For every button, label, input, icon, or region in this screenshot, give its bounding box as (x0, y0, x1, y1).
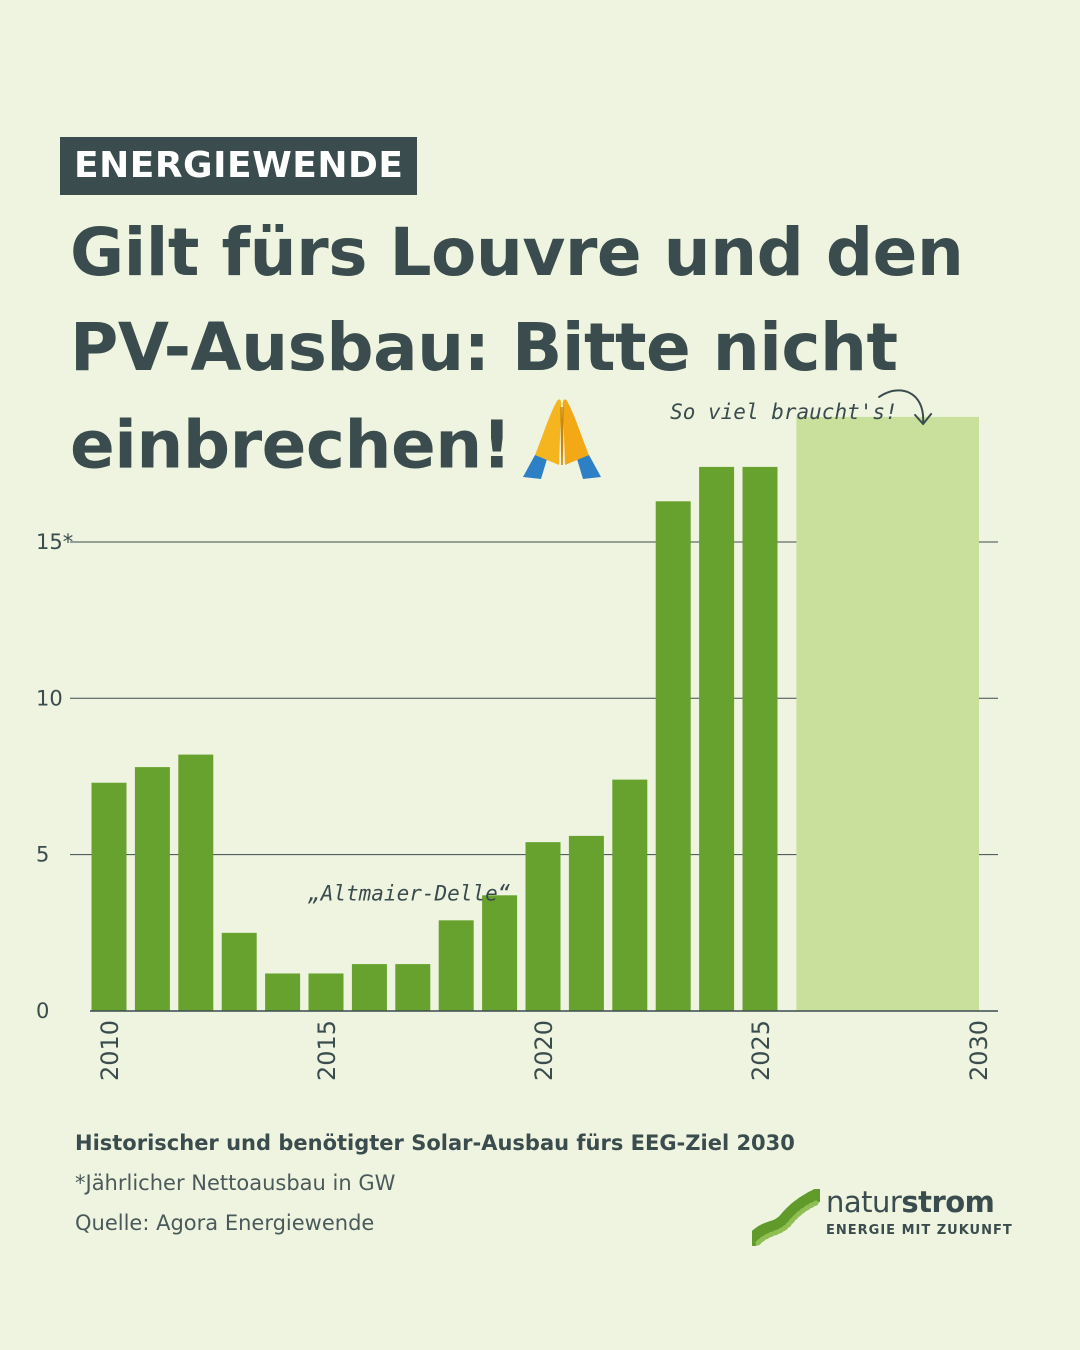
headline-line-1: Gilt fürs Louvre und den (70, 214, 964, 291)
category-tag: ENERGIEWENDE (60, 137, 418, 195)
x-tick-label-2020: 2020 (530, 1020, 558, 1081)
folded-hands-icon (519, 395, 605, 504)
y-tick-label-0: 0 (36, 999, 49, 1023)
bar-target-2030 (796, 416, 979, 1011)
y-tick-label-10: 10 (36, 686, 63, 710)
curved-arrow-icon (878, 389, 933, 426)
bar-2015 (308, 973, 344, 1011)
x-tick-label-2025: 2025 (747, 1020, 775, 1081)
chart-caption-note: *Jährlicher Nettoausbau in GW (75, 1171, 396, 1195)
bar-2012 (178, 754, 214, 1011)
bar-2011 (134, 767, 170, 1011)
y-tick-label-5: 5 (36, 843, 49, 867)
x-tick-label-2010: 2010 (96, 1020, 124, 1081)
wave-logo-icon (752, 1189, 820, 1246)
x-tick-label-2030: 2030 (965, 1020, 993, 1081)
bar-2022 (612, 779, 648, 1011)
bar-chart: 0 5 10 15* 2010 2015 2020 2025 2030 „Altmaier-D… (36, 389, 998, 1081)
headline: Gilt fürs Louvre und den PV-Ausbau: Bitt… (70, 205, 970, 504)
bar-2010 (91, 782, 127, 1011)
bar-2014 (265, 973, 301, 1011)
headline-line-3-text: einbrechen! (70, 406, 512, 484)
annotations: „Altmaier-Delle“ So viel braucht's! (307, 389, 933, 905)
naturstrom-logo: naturstrom Energie mit Zukunft (752, 1185, 1014, 1247)
x-tick-label-2015: 2015 (313, 1020, 341, 1081)
bar-2016 (351, 964, 387, 1011)
logo-word-strom: strom (901, 1185, 995, 1219)
y-tick-label-15: 15* (36, 530, 73, 554)
bar-2017 (395, 964, 431, 1011)
bar-2021 (568, 835, 604, 1011)
bar-2019 (482, 895, 518, 1011)
y-axis-ticks: 0 5 10 15* (36, 530, 73, 1023)
logo-wordmark: naturstrom (826, 1185, 995, 1219)
bar-2013 (221, 932, 257, 1011)
bar-2023 (655, 501, 691, 1011)
bar-2025 (742, 466, 778, 1011)
annotation-so-viel-brauchts: So viel braucht's! (670, 400, 898, 424)
bar-2018 (438, 920, 474, 1011)
chart-caption-source: Quelle: Agora Energiewende (75, 1211, 375, 1235)
logo-word-natur: natur (826, 1185, 902, 1219)
chart-caption-title: Historischer und benötigter Solar-Ausbau… (75, 1131, 795, 1155)
bar-2020 (525, 842, 561, 1011)
x-axis-ticks: 2010 2015 2020 2025 2030 (96, 1020, 993, 1081)
headline-line-3: einbrechen! (70, 395, 970, 504)
annotation-altmaier-delle: „Altmaier-Delle“ (307, 881, 510, 905)
headline-line-2: PV-Ausbau: Bitte nicht (70, 309, 898, 386)
bars (91, 416, 979, 1011)
bar-2024 (699, 466, 735, 1011)
logo-claim: Energie mit Zukunft (826, 1223, 1013, 1238)
